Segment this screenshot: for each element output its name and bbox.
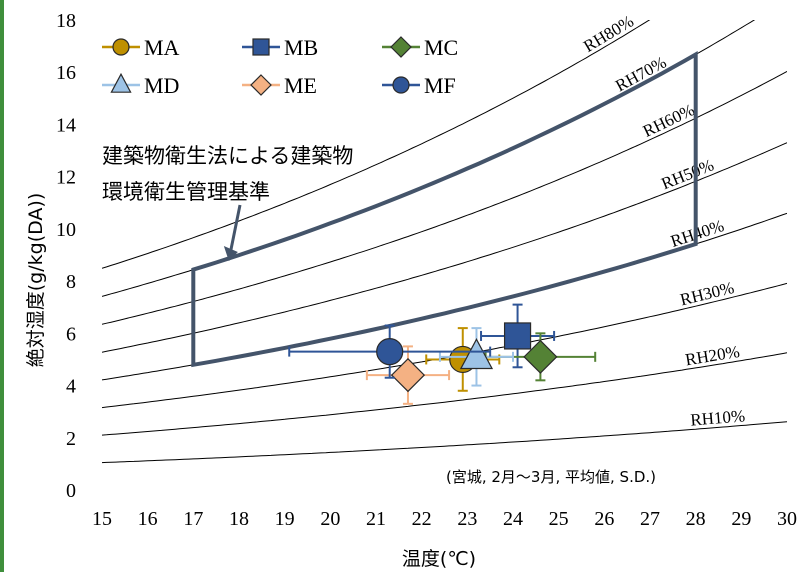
legend-item-MF: MF: [382, 73, 456, 98]
rh-curve-label: RH50%: [659, 155, 717, 193]
y-tick-label: 16: [56, 62, 76, 84]
rh-curves: RH10%RH20%RH30%RH40%RH50%RH60%RH70%RH80%: [102, 11, 787, 464]
series-MA: [425, 327, 501, 392]
legend-marker: [252, 38, 270, 56]
standard-region: [191, 51, 698, 368]
y-tick-label: 12: [56, 167, 76, 189]
x-tick-label: 22: [412, 508, 432, 530]
psychrometric-chart: RH10%RH20%RH30%RH40%RH50%RH60%RH70%RH80%…: [25, 10, 797, 570]
y-axis-label: 絶対湿度(g/kg(DA)): [25, 193, 47, 367]
x-tick-label: 27: [640, 508, 660, 530]
legend-label: MC: [424, 35, 458, 60]
legend-item-MC: MC: [382, 35, 458, 60]
marker-MD: [459, 338, 494, 370]
legend-marker: [112, 38, 130, 56]
legend-label: ME: [284, 73, 317, 98]
x-tick-label: 18: [229, 508, 249, 530]
annotations: 建築物衛生法による建築物 環境衛生管理基準 (宮城, 2月〜3月, 平均値, S…: [25, 144, 656, 570]
y-tick-label: 8: [66, 271, 76, 293]
x-tick-label: 19: [275, 508, 295, 530]
legend: MA MB MC MD ME MF: [102, 35, 458, 98]
legend-item-MB: MB: [242, 35, 318, 60]
marker-MF: [376, 338, 404, 366]
legend-label: MA: [144, 35, 180, 60]
x-tick-label: 29: [731, 508, 751, 530]
rh-curve-60: [102, 70, 787, 325]
legend-item-MD: MD: [102, 72, 179, 98]
standard-pointer-line: [229, 204, 242, 251]
x-tick-label: 21: [366, 508, 386, 530]
y-tick-label: 10: [56, 219, 76, 241]
rh-curve-20: [102, 352, 787, 436]
x-tick-label: 23: [457, 508, 477, 530]
rh-curve-label: RH60%: [640, 100, 698, 141]
series-MF: [288, 324, 492, 379]
chart-frame: RH10% RH20% RH30% RH40% RH50% RH60% RH70% RH80%…: [4, 0, 806, 572]
legend-label: MD: [144, 73, 179, 98]
rh-curve-10: [102, 421, 787, 464]
x-axis-label: 温度(℃): [402, 548, 476, 570]
legend-label: MB: [284, 35, 318, 60]
rh-curve-label: RH10%: [690, 406, 746, 429]
x-tick-label: 26: [594, 508, 614, 530]
legend-marker: [392, 76, 410, 94]
standard-region-outline: [191, 51, 698, 368]
x-tick-label: 20: [320, 508, 340, 530]
standard-label-line2: 環境衛生管理基準: [102, 180, 270, 204]
x-tick-label: 16: [138, 508, 158, 530]
legend-marker: [390, 36, 412, 58]
x-tick-label: 17: [183, 508, 203, 530]
legend-label: MF: [424, 73, 456, 98]
y-tick-label: 2: [66, 428, 76, 450]
legend-marker: [250, 74, 272, 96]
data-series: [288, 303, 597, 405]
x-tick-label: 28: [686, 508, 706, 530]
legend-item-MA: MA: [102, 35, 180, 60]
y-tick-label: 4: [66, 376, 76, 398]
legend-marker: [110, 72, 132, 93]
rh-curve-30: [102, 282, 787, 409]
y-tick-label: 14: [56, 114, 76, 136]
x-tick-label: 24: [503, 508, 523, 530]
rh-curve-label: RH20%: [684, 342, 741, 370]
standard-pointer-arrowhead: [223, 246, 238, 262]
x-tick-label: 25: [549, 508, 569, 530]
x-tick-label: 15: [92, 508, 112, 530]
series-MD: [438, 327, 514, 387]
marker-ME: [390, 358, 426, 393]
y-tick-label: 6: [66, 323, 76, 345]
rh-curve-label: RH30%: [678, 278, 736, 309]
x-tick-label: 30: [777, 508, 797, 530]
series-ME: [365, 345, 451, 405]
rh-curve-50: [102, 142, 787, 353]
marker-MC: [523, 339, 558, 374]
legend-item-ME: ME: [242, 73, 317, 98]
rh-curve-80: [102, 20, 651, 269]
axes: 15 16 17 18 19 20 21 22 23 24 25 26 27 28 29 3002468101…: [56, 10, 797, 530]
y-tick-label: 0: [66, 480, 76, 502]
y-tick-label: 18: [56, 10, 76, 32]
chart-note: (宮城, 2月〜3月, 平均値, S.D.): [446, 468, 656, 486]
marker-MB: [503, 322, 532, 350]
standard-label-line1: 建築物衛生法による建築物: [102, 144, 353, 168]
rh-curve-label: RH80%: [580, 11, 637, 56]
